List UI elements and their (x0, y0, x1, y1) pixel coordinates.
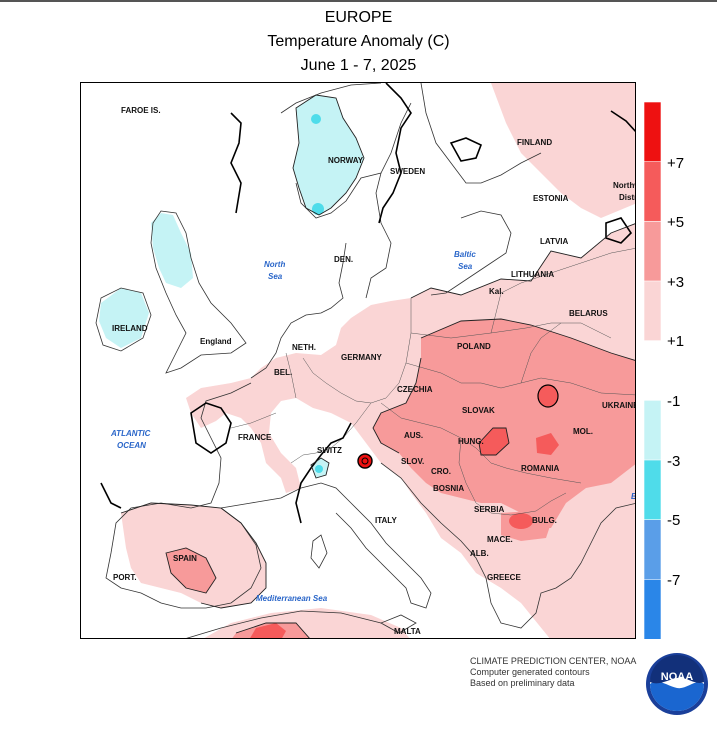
legend-swatch-1 (644, 161, 661, 223)
label-district: Distri (619, 193, 636, 202)
label-norway: NORWAY (328, 156, 364, 165)
top-rule (0, 0, 717, 2)
footer-data-note: Based on preliminary data (470, 678, 575, 688)
legend-tick-plus3: +3 (667, 274, 685, 291)
legend-tick-minus7: -7 (667, 572, 681, 589)
label-den: DEN. (334, 255, 353, 264)
label-faroe: FAROE IS. (121, 106, 161, 115)
label-spain: SPAIN (173, 554, 197, 563)
anomaly-strong-africa (250, 623, 286, 638)
label-belarus: BELARUS (569, 309, 608, 318)
label-poland: POLAND (457, 342, 491, 351)
label-ireland: IRELAND (112, 324, 148, 333)
sea-labels: North Sea Baltic Sea ATLANTIC OCEAN Medi… (110, 250, 636, 603)
sea-black: B (631, 492, 636, 501)
anomaly-cold-uk (151, 213, 193, 288)
label-malta: MALTA (394, 627, 421, 636)
anomaly-strong-romania (536, 433, 559, 455)
label-slov: SLOV. (401, 457, 424, 466)
contour-lines (100, 83, 635, 524)
label-sweden: SWEDEN (390, 167, 425, 176)
sea-atlantic-2: OCEAN (117, 441, 146, 450)
legend-swatch-4 (644, 340, 661, 402)
country-borders (230, 248, 635, 516)
anomaly-cold-norway-spot (312, 203, 324, 215)
label-bulg: BULG. (532, 516, 557, 525)
label-lithuania: LITHUANIA (511, 270, 554, 279)
map-subtitle: Temperature Anomaly (C) (267, 33, 450, 50)
legend-swatch-0 (644, 102, 661, 163)
label-kal: Kal. (489, 287, 504, 296)
map-dates: June 1 - 7, 2025 (300, 57, 417, 74)
legend-tick-plus7: +7 (667, 155, 685, 172)
sea-mediterranean: Mediterranean Sea (256, 594, 328, 603)
label-mace: MACE. (487, 535, 513, 544)
anomaly-cold-ireland (99, 288, 149, 348)
label-slovak: SLOVAK (462, 406, 495, 415)
label-finland: FINLAND (517, 138, 552, 147)
anomaly-map: FAROE IS. FINLAND NORWAY SWEDEN ESTONIA … (80, 82, 636, 639)
label-bel: BEL. (274, 368, 292, 377)
sea-north-1: North (264, 260, 285, 269)
anomaly-strong-hungary (479, 428, 509, 455)
footer-credit: CLIMATE PREDICTION CENTER, NOAA (470, 656, 637, 666)
legend-swatch-2 (644, 221, 661, 282)
anomaly-red-spain (166, 548, 216, 593)
label-northwest: Northw (613, 181, 636, 190)
label-romania: ROMANIA (521, 464, 559, 473)
legend-tick-plus5: +5 (667, 214, 685, 231)
legend-swatch-6 (644, 459, 661, 521)
label-czechia: CZECHIA (397, 385, 433, 394)
label-england: England (200, 337, 232, 346)
label-bosnia: BOSNIA (433, 484, 464, 493)
legend-tick-minus1: -1 (667, 393, 681, 410)
label-cro: CRO. (431, 467, 451, 476)
anomaly-pink-russia-north (491, 83, 635, 218)
label-germany: GERMANY (341, 353, 383, 362)
legend-tick-minus3: -3 (667, 453, 681, 470)
legend-swatch-7 (644, 519, 661, 581)
label-serbia: SERBIA (474, 505, 504, 514)
label-greece: GREECE (487, 573, 521, 582)
coastlines (95, 83, 635, 638)
label-ukraine: UKRAINE (602, 401, 636, 410)
legend-swatch-8 (644, 579, 661, 639)
legend-tick-plus1: +1 (667, 333, 685, 350)
label-neth: NETH. (292, 343, 316, 352)
label-mol: MOL. (573, 427, 593, 436)
legend-tick-minus5: -5 (667, 512, 681, 529)
sea-baltic-1: Baltic (454, 250, 476, 259)
label-latvia: LATVIA (540, 237, 569, 246)
anomaly-strong-ukraine (537, 384, 559, 408)
legend-swatch-3 (644, 280, 661, 342)
sea-baltic-2: Sea (458, 262, 473, 271)
anomaly-cold-alps-spot (315, 465, 323, 473)
anomaly-cold-north-spot (311, 114, 321, 124)
noaa-logo: NOAA (646, 653, 708, 715)
legend-colorbar (644, 102, 661, 639)
label-switz: SWITZ (317, 446, 342, 455)
sea-atlantic-1: ATLANTIC (110, 429, 151, 438)
legend-swatch-5 (644, 400, 661, 461)
label-estonia: ESTONIA (533, 194, 569, 203)
label-alb: ALB. (470, 549, 489, 558)
anomaly-cold-norway (293, 95, 364, 215)
footer-contours-note: Computer generated contours (470, 667, 590, 677)
label-aus: AUS. (404, 431, 423, 440)
anomaly-max-alps-inner (361, 457, 369, 465)
sea-north-2: Sea (268, 272, 283, 281)
label-italy: ITALY (375, 516, 397, 525)
contour-lines-thin (120, 94, 635, 638)
label-port: PORT. (113, 573, 137, 582)
label-france: FRANCE (238, 433, 272, 442)
map-title: EUROPE (324, 9, 393, 26)
country-labels: FAROE IS. FINLAND NORWAY SWEDEN ESTONIA … (112, 106, 636, 636)
anomaly-strong-bulgaria (509, 513, 533, 529)
anomaly-red-east (373, 319, 635, 528)
map-svg: FAROE IS. FINLAND NORWAY SWEDEN ESTONIA … (95, 83, 636, 638)
label-hung: HUNG. (458, 437, 484, 446)
noaa-logo-text: NOAA (661, 671, 693, 683)
